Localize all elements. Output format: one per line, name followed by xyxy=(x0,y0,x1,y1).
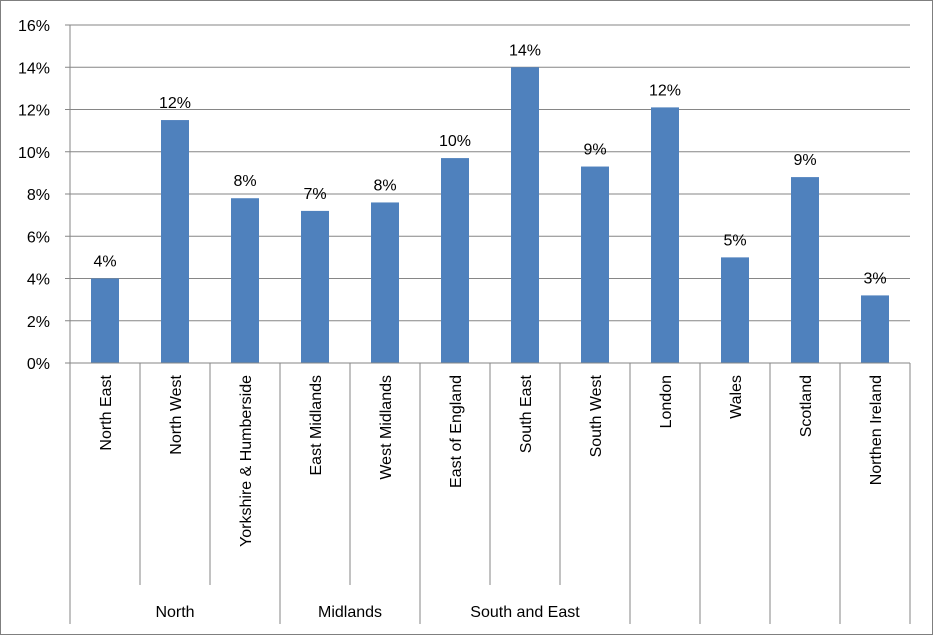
x-tick-label: Northen Ireland xyxy=(868,375,885,485)
bar xyxy=(581,166,609,363)
bar xyxy=(301,210,329,363)
y-tick-label: 8% xyxy=(27,187,50,204)
x-tick-label: London xyxy=(658,375,675,428)
bar xyxy=(91,278,119,363)
bar xyxy=(791,177,819,363)
x-tick-label: South West xyxy=(588,374,605,457)
data-label: 7% xyxy=(303,186,326,203)
bar xyxy=(511,67,539,363)
group-label: Midlands xyxy=(318,604,382,621)
bar xyxy=(441,158,469,363)
bar xyxy=(651,107,679,363)
y-tick-label: 16% xyxy=(18,18,50,35)
bar xyxy=(721,257,749,363)
data-label: 5% xyxy=(723,232,746,249)
data-label: 14% xyxy=(509,42,541,59)
x-tick-label: South East xyxy=(518,374,535,453)
x-tick-label: North East xyxy=(98,374,115,450)
data-label: 10% xyxy=(439,133,471,150)
data-label: 8% xyxy=(233,173,256,190)
y-tick-label: 0% xyxy=(27,356,50,373)
x-tick-label: West Midlands xyxy=(378,375,395,480)
x-tick-label: Yorkshire & Humberside xyxy=(238,375,255,547)
data-label: 12% xyxy=(649,82,681,99)
bar xyxy=(371,202,399,363)
y-tick-label: 4% xyxy=(27,272,50,289)
data-label: 3% xyxy=(863,270,886,287)
y-tick-label: 2% xyxy=(27,314,50,331)
bar xyxy=(861,295,889,363)
x-tick-label: Scotland xyxy=(798,375,815,437)
data-label: 9% xyxy=(583,142,606,159)
bar xyxy=(161,120,189,363)
group-label: North xyxy=(155,604,194,621)
y-tick-label: 14% xyxy=(18,60,50,77)
x-tick-label: North West xyxy=(168,374,185,454)
data-label: 9% xyxy=(793,152,816,169)
y-tick-label: 10% xyxy=(18,145,50,162)
bar xyxy=(231,198,259,363)
x-tick-label: East Midlands xyxy=(308,375,325,476)
data-label: 8% xyxy=(373,177,396,194)
x-tick-label: East of England xyxy=(448,375,465,488)
group-label: South and East xyxy=(470,604,580,621)
data-label: 12% xyxy=(159,95,191,112)
y-tick-label: 12% xyxy=(18,103,50,120)
x-tick-label: Wales xyxy=(728,375,745,419)
y-tick-label: 6% xyxy=(27,229,50,246)
data-label: 4% xyxy=(93,254,116,271)
